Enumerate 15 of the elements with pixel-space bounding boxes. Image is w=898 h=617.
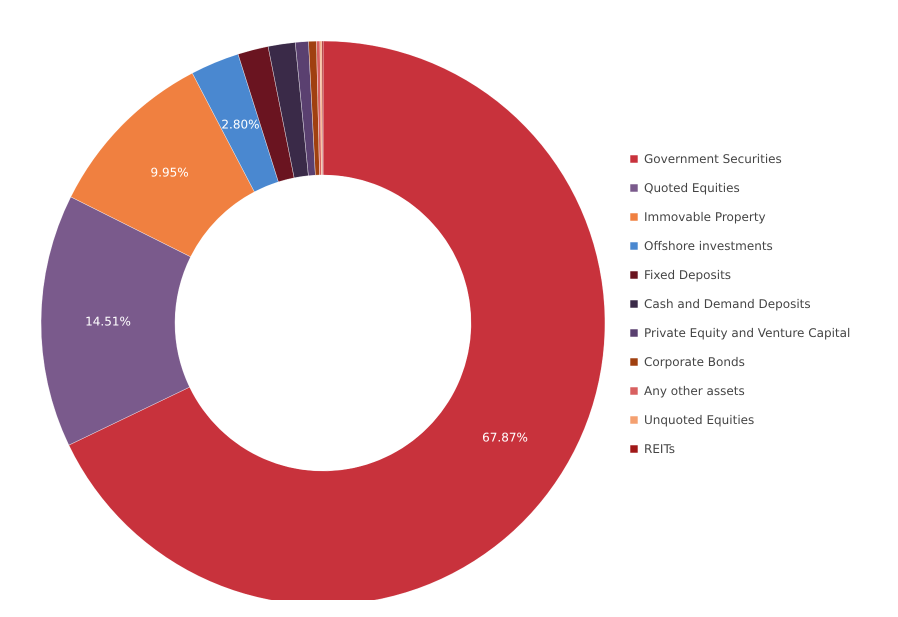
legend-label: Government Securities (644, 152, 782, 166)
data-label: 9.95% (150, 165, 189, 180)
legend-label: Offshore investments (644, 239, 773, 253)
data-label: 67.87% (482, 430, 528, 444)
legend-label: Immovable Property (644, 210, 766, 224)
legend-label: Cash and Demand Deposits (644, 297, 811, 311)
legend-label: Fixed Deposits (644, 268, 732, 282)
legend-label: REITs (644, 442, 676, 456)
legend-label: Any other assets (644, 384, 745, 398)
legend-label: Unquoted Equities (644, 413, 754, 427)
legend-label: Corporate Bonds (644, 355, 745, 369)
data-label: 14.51% (85, 314, 131, 328)
legend-label: Quoted Equities (644, 181, 740, 195)
data-label: 2.80% (221, 117, 260, 132)
legend-label: Private Equity and Venture Capital (644, 326, 850, 340)
